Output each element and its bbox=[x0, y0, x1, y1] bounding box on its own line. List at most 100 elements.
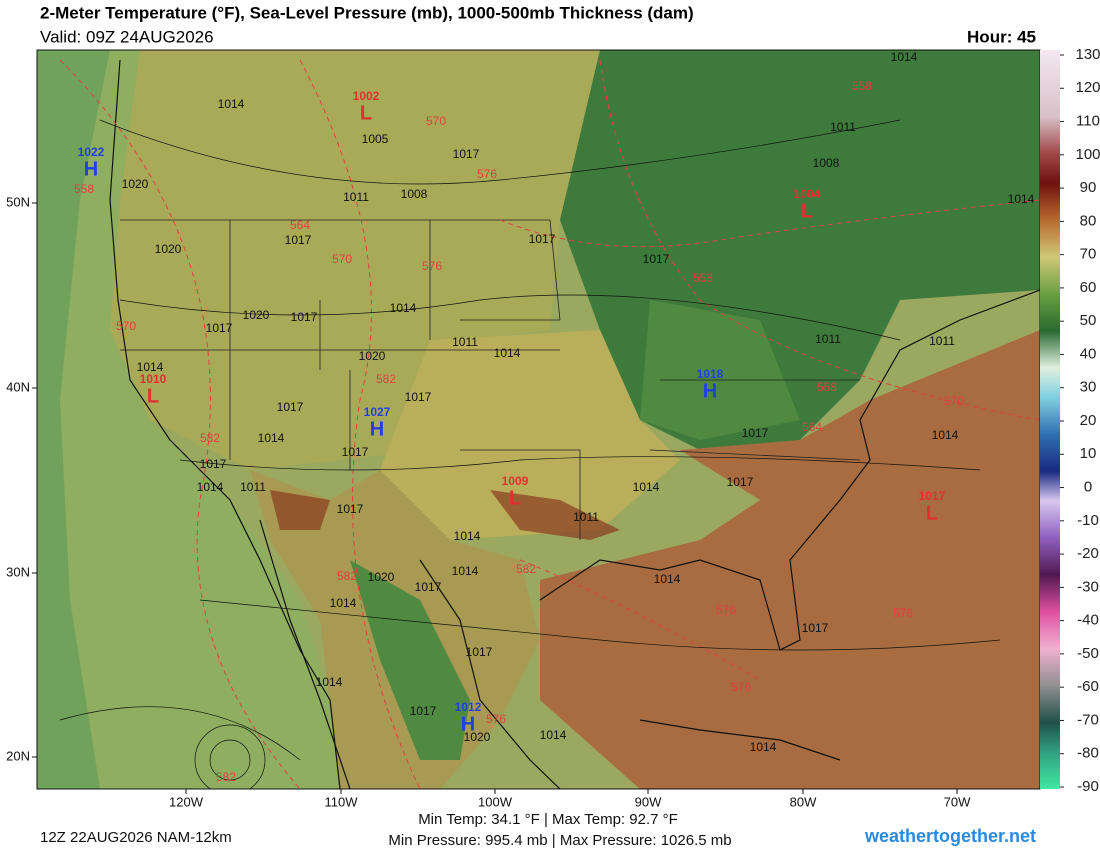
isobar-label: 1014 bbox=[454, 529, 481, 543]
isobar-label: 1014 bbox=[452, 564, 479, 578]
isobar-label: 1017 bbox=[466, 645, 493, 659]
isobar-label: 1014 bbox=[316, 675, 343, 689]
isobar-label: 1014 bbox=[633, 480, 660, 494]
isobar-label: 1014 bbox=[540, 728, 567, 742]
pressure-range: Min Pressure: 995.4 mb | Max Pressure: 1… bbox=[388, 832, 731, 849]
isobar-label: 1014 bbox=[218, 97, 245, 111]
pressure-center-value: 1004 bbox=[794, 187, 821, 201]
isobar-label: 1014 bbox=[330, 596, 357, 610]
isobar-label: 1011 bbox=[573, 510, 599, 524]
thickness-label: 576 bbox=[486, 712, 506, 726]
isobar-label: 1017 bbox=[643, 252, 670, 266]
colorbar-label: -80 bbox=[1077, 745, 1099, 762]
isobar-label: 1017 bbox=[802, 621, 829, 635]
model-run: 12Z 22AUG2026 NAM-12km bbox=[40, 829, 232, 846]
isobar-label: 1020 bbox=[155, 242, 182, 256]
thickness-label: 570 bbox=[944, 394, 964, 408]
thickness-label: 576 bbox=[731, 680, 751, 694]
isobar-label: 1014 bbox=[137, 360, 164, 374]
pressure-center-value: 1017 bbox=[919, 489, 946, 503]
isobar-label: 1014 bbox=[258, 431, 285, 445]
thickness-label: 576 bbox=[422, 259, 442, 273]
forecast-hour: Hour: 45 bbox=[967, 27, 1036, 46]
thickness-label: 570 bbox=[116, 319, 136, 333]
thickness-label: 558 bbox=[852, 79, 872, 93]
temp-range: Min Temp: 34.1 °F | Max Temp: 92.7 °F bbox=[418, 811, 678, 828]
colorbar-label: -30 bbox=[1077, 578, 1099, 595]
isobar-label: 1017 bbox=[337, 502, 364, 516]
thickness-label: 570 bbox=[426, 114, 446, 128]
isobar-label: 1011 bbox=[830, 120, 856, 134]
thickness-label: 582 bbox=[200, 431, 220, 445]
isobar-label: 1011 bbox=[452, 335, 478, 349]
isobar-label: 1014 bbox=[891, 50, 918, 64]
isobar-label: 1017 bbox=[405, 390, 432, 404]
lon-label: 80W bbox=[790, 794, 817, 809]
thickness-label: 564 bbox=[290, 218, 310, 232]
isobar-label: 1014 bbox=[494, 346, 521, 360]
colorbar-label: -60 bbox=[1077, 678, 1099, 695]
isobar-label: 1014 bbox=[197, 480, 224, 494]
isobar-label: 1008 bbox=[401, 187, 428, 201]
colorbar-label: 80 bbox=[1080, 212, 1097, 229]
site-link[interactable]: weathertogether.net bbox=[864, 826, 1036, 846]
isobar-label: 1011 bbox=[929, 334, 955, 348]
thickness-label: 582 bbox=[376, 372, 396, 386]
colorbar-label: -70 bbox=[1077, 711, 1099, 728]
pressure-center-value: 1009 bbox=[502, 474, 529, 488]
colorbar-label: 60 bbox=[1080, 279, 1097, 296]
lat-label: 20N bbox=[6, 748, 30, 763]
thickness-label: 558 bbox=[74, 182, 94, 196]
thickness-label: 570 bbox=[332, 252, 352, 266]
lon-label: 70W bbox=[944, 794, 971, 809]
pressure-center-value: 1018 bbox=[697, 367, 724, 381]
isobar-label: 1017 bbox=[200, 457, 227, 471]
thickness-label: 558 bbox=[817, 380, 837, 394]
pressure-center-letter: L bbox=[360, 102, 372, 124]
pressure-center-letter: L bbox=[926, 502, 938, 524]
isobar-label: 1011 bbox=[343, 190, 369, 204]
colorbar-label: 30 bbox=[1080, 379, 1097, 396]
pressure-center-value: 1027 bbox=[364, 405, 391, 419]
colorbar-label: -40 bbox=[1077, 612, 1099, 629]
thickness-label: 582 bbox=[337, 569, 357, 583]
map-area bbox=[37, 50, 1040, 789]
thickness-label: 576 bbox=[477, 167, 497, 181]
isobar-label: 1020 bbox=[464, 730, 491, 744]
isobar-label: 1020 bbox=[243, 308, 270, 322]
pressure-center-letter: L bbox=[801, 200, 813, 222]
isobar-label: 1020 bbox=[122, 177, 149, 191]
colorbar-label: 100 bbox=[1075, 146, 1100, 163]
colorbar-label: 0 bbox=[1084, 479, 1092, 496]
pressure-center-value: 1022 bbox=[78, 145, 105, 159]
lon-label: 100W bbox=[478, 794, 513, 809]
colorbar-label: 110 bbox=[1076, 113, 1100, 130]
thickness-label: 582 bbox=[516, 562, 536, 576]
colorbar-label: 40 bbox=[1080, 345, 1097, 362]
lon-label: 120W bbox=[169, 794, 204, 809]
lat-label: 50N bbox=[6, 194, 30, 209]
isobar-label: 1017 bbox=[410, 704, 437, 718]
pressure-center-letter: H bbox=[703, 380, 717, 402]
pressure-center-letter: H bbox=[84, 158, 98, 180]
colorbar-label: -50 bbox=[1077, 645, 1099, 662]
colorbar-label: 50 bbox=[1080, 312, 1097, 329]
isobar-label: 1011 bbox=[240, 480, 266, 494]
valid-time: Valid: 09Z 24AUG2026 bbox=[40, 27, 214, 46]
title: 2-Meter Temperature (°F), Sea-Level Pres… bbox=[40, 3, 694, 22]
colorbar-label: 90 bbox=[1080, 179, 1097, 196]
pressure-center-letter: L bbox=[509, 487, 521, 509]
thickness-label: 564 bbox=[802, 420, 822, 434]
colorbar-label: 120 bbox=[1075, 79, 1100, 96]
isobar-label: 1017 bbox=[291, 310, 318, 324]
lon-label: 110W bbox=[325, 794, 359, 809]
colorbar-label: -10 bbox=[1077, 512, 1099, 529]
colorbar-label: 70 bbox=[1080, 246, 1097, 263]
isobar-label: 1014 bbox=[390, 301, 417, 315]
isobar-label: 1020 bbox=[359, 349, 386, 363]
isobar-label: 1017 bbox=[206, 321, 233, 335]
isobar-label: 1005 bbox=[362, 132, 389, 146]
isobar-label: 1017 bbox=[277, 400, 304, 414]
lat-label: 30N bbox=[6, 564, 30, 579]
